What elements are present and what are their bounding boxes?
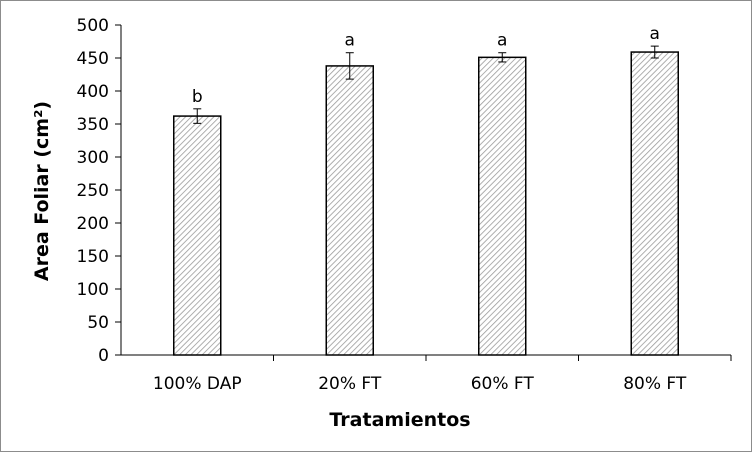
- y-tick-label: 250: [77, 181, 109, 201]
- y-tick-label: 100: [77, 280, 109, 300]
- x-tick-label: 20% FT: [318, 374, 382, 394]
- y-tick-label: 150: [77, 247, 109, 267]
- significance-label: a: [497, 31, 507, 51]
- bar: [173, 115, 222, 356]
- x-tick-label: 100% DAP: [153, 374, 242, 394]
- bars: b a a a: [173, 24, 679, 356]
- y-tick-label: 300: [77, 148, 109, 168]
- y-tick-label: 450: [77, 49, 109, 69]
- y-axis-title: Area Foliar (cm²): [31, 101, 53, 281]
- bar: [630, 51, 679, 356]
- y-tick-label: 350: [77, 115, 109, 135]
- significance-label: a: [345, 31, 355, 51]
- significance-label: a: [650, 24, 660, 44]
- y-tick-label: 500: [77, 16, 109, 36]
- y-tick-label: 200: [77, 214, 109, 234]
- x-tick-label: 80% FT: [623, 374, 687, 394]
- y-tick-label: 400: [77, 82, 109, 102]
- x-axis: 100% DAP 20% FT 60% FT 80% FT: [121, 354, 732, 394]
- bar: [325, 65, 374, 356]
- x-tick-label: 60% FT: [471, 374, 535, 394]
- x-axis-title: Tratamientos: [329, 409, 470, 431]
- y-tick-label: 50: [87, 313, 109, 333]
- y-tick-label: 0: [98, 346, 109, 366]
- bar: [478, 56, 527, 356]
- y-axis: 0 50 100 150 200 250 300 350 400 450 500: [77, 16, 122, 366]
- significance-label: b: [192, 87, 203, 107]
